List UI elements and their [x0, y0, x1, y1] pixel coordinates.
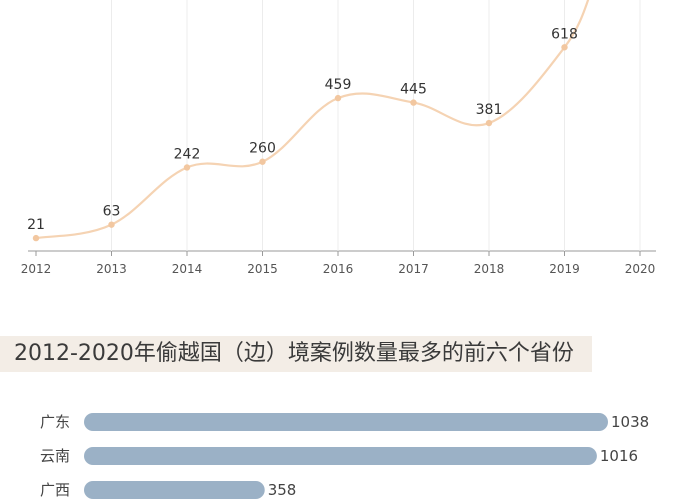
bar-chart: 广东 1038 云南 1016 广西 358: [40, 413, 649, 499]
bar-chart-title: 2012-2020年偷越国（边）境案例数量最多的前六个省份: [14, 341, 574, 366]
series-line: [35, 0, 590, 240]
data-point: [108, 221, 115, 228]
data-label: 618: [551, 26, 578, 42]
chart-title-band: [0, 336, 592, 372]
bar: [84, 447, 597, 465]
data-label: 381: [476, 102, 503, 118]
x-tick-label: 2020: [625, 262, 656, 276]
bar-value-label: 1038: [611, 413, 649, 431]
x-tick-label: 2017: [398, 262, 429, 276]
bar-category-label: 广东: [40, 413, 70, 431]
x-tick-label: 2015: [247, 262, 278, 276]
bar-category-label: 广西: [40, 481, 70, 499]
x-tick-label: 2012: [21, 262, 52, 276]
data-label: 63: [103, 204, 121, 220]
bar-category-label: 云南: [40, 447, 70, 465]
data-point: [183, 164, 191, 171]
x-tick-label: 2019: [549, 262, 580, 276]
bar-value-label: 1016: [600, 447, 638, 465]
data-label: 445: [400, 82, 427, 98]
bar-value-label: 358: [268, 481, 297, 499]
data-point: [32, 234, 40, 242]
line-chart: 2012 2013 2014 2015 2016 2017 2018 2019 2020 21 63…: [21, 0, 656, 276]
data-point: [259, 158, 266, 165]
data-label: 459: [325, 77, 352, 93]
data-point: [410, 99, 417, 106]
x-tick-label: 2014: [172, 262, 203, 276]
x-tick-label: 2018: [474, 262, 505, 276]
data-point: [334, 94, 342, 102]
data-label: 21: [27, 217, 45, 233]
bar: [84, 413, 608, 431]
bar: [84, 481, 265, 499]
x-tick-label: 2013: [96, 262, 127, 276]
data-point: [561, 44, 568, 51]
data-label: 260: [249, 141, 276, 157]
x-tick-label: 2016: [323, 262, 354, 276]
data-point: [485, 119, 493, 127]
data-label: 242: [174, 146, 201, 162]
